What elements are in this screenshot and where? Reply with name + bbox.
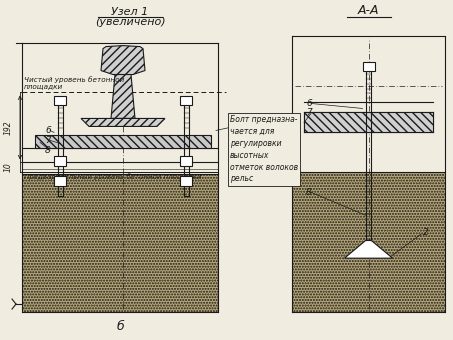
Bar [180, 97, 192, 105]
Bar [54, 176, 66, 186]
Text: Узел 1: Узел 1 [111, 7, 149, 17]
Polygon shape [81, 118, 165, 126]
Polygon shape [22, 174, 218, 312]
Polygon shape [292, 172, 445, 312]
Text: Чистый уровень бетонной
площадки: Чистый уровень бетонной площадки [24, 76, 124, 89]
Text: 7: 7 [45, 136, 51, 145]
Text: 192: 192 [4, 120, 13, 135]
Bar [362, 62, 375, 70]
Bar [54, 97, 66, 105]
Polygon shape [304, 113, 433, 132]
Text: А-А: А-А [358, 4, 379, 17]
Text: Болт предназна-
чается для
регулировки
высотных
отметок волоков
рельс: Болт предназна- чается для регулировки в… [230, 116, 298, 184]
Text: 7: 7 [306, 108, 312, 117]
Bar [54, 156, 66, 166]
Text: 10: 10 [4, 163, 13, 172]
Text: Предварительный уровень бетонной площадки: Предварительный уровень бетонной площадк… [24, 173, 202, 180]
Text: 6: 6 [306, 99, 312, 108]
Text: б: б [116, 320, 124, 333]
Text: 6: 6 [45, 126, 51, 135]
Text: (увеличено): (увеличено) [95, 17, 165, 27]
Polygon shape [111, 74, 135, 118]
Text: 2: 2 [423, 228, 429, 237]
Text: 8: 8 [306, 188, 312, 197]
Bar [180, 156, 192, 166]
Bar [180, 176, 192, 186]
Polygon shape [101, 46, 145, 74]
Polygon shape [344, 240, 392, 258]
Polygon shape [35, 135, 211, 148]
Text: 8: 8 [45, 146, 51, 155]
